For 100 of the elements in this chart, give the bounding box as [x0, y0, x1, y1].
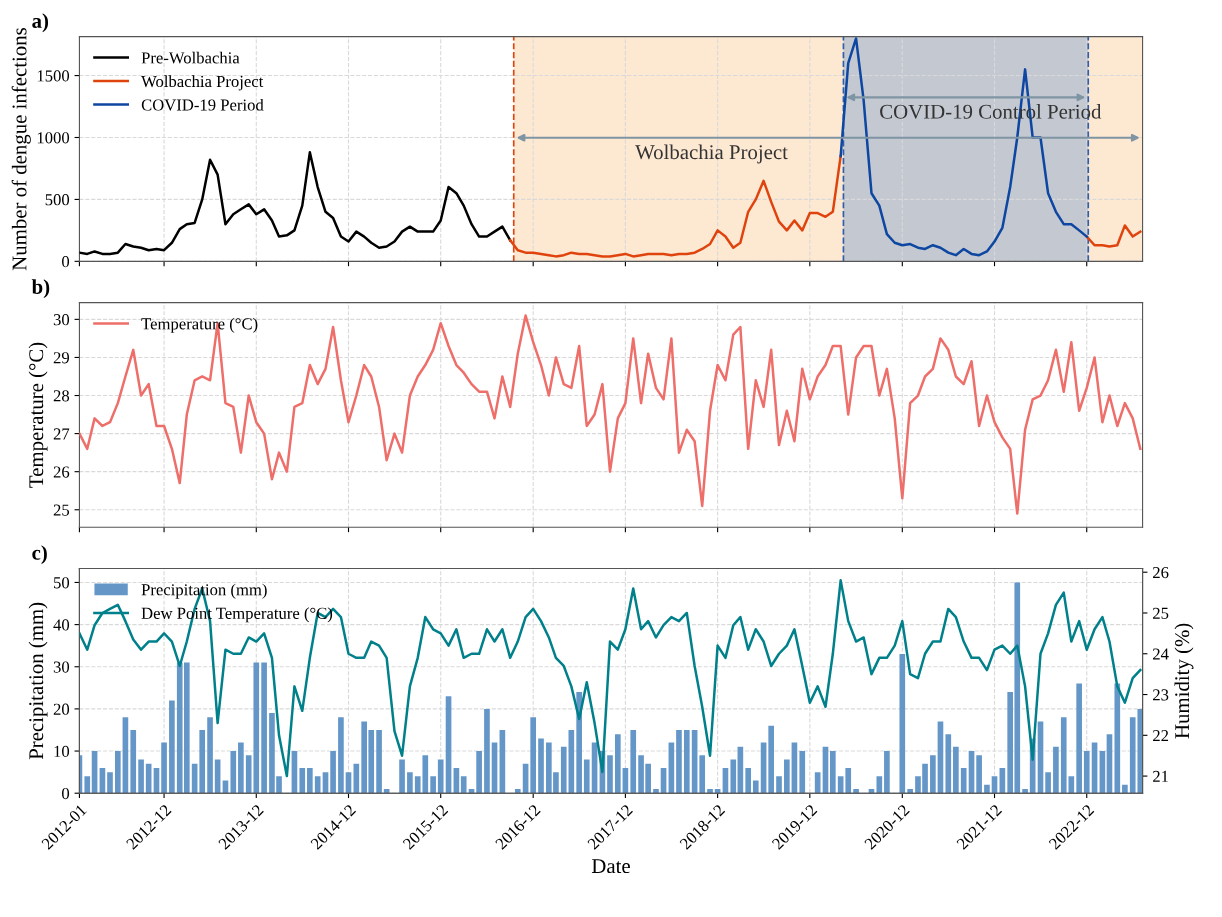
y2-tick-label: 22: [1153, 730, 1169, 742]
y-tick-label: 29: [53, 352, 70, 364]
bar: [1076, 683, 1082, 794]
y2-tick-label: 23: [1153, 689, 1169, 701]
bar: [138, 759, 144, 794]
bar: [338, 717, 344, 794]
bar: [169, 700, 175, 794]
bar: [845, 767, 852, 794]
y-tick-label: 25: [53, 504, 70, 516]
bar: [476, 751, 482, 794]
chart-title: a): [32, 13, 49, 33]
bar: [307, 767, 313, 794]
bar: [583, 759, 590, 794]
y-tick-label: 10: [54, 745, 70, 757]
y2-tick-label: 21: [1153, 770, 1168, 782]
legend-label: Wolbachia Project: [141, 75, 264, 91]
chart-title: b): [31, 279, 50, 299]
y-tick-label: 20: [53, 703, 70, 715]
bar: [784, 759, 790, 794]
bar: [437, 759, 444, 794]
bar: [1045, 772, 1051, 794]
bar: [799, 751, 806, 794]
y-tick-label: 50: [54, 577, 70, 589]
y-tick-label: 1500: [37, 70, 70, 82]
bar: [614, 734, 621, 794]
bar: [653, 788, 659, 794]
y-tick-label: 1000: [37, 132, 70, 144]
bar: [399, 759, 405, 794]
bar: [1053, 746, 1059, 794]
y-axis-title: Precipitation (mm): [28, 602, 48, 760]
bar: [876, 776, 883, 794]
bar: [376, 729, 382, 794]
bar: [630, 729, 637, 794]
bar: [899, 654, 906, 794]
bar: [976, 755, 982, 794]
y-tick-label: 0: [62, 256, 70, 268]
bar: [530, 717, 537, 794]
bar: [230, 751, 237, 794]
y-tick-label: 26: [53, 466, 70, 478]
legend-label: Pre-Wolbachia: [141, 51, 240, 64]
bar: [683, 729, 690, 794]
bar: [853, 788, 859, 794]
bar: [1022, 788, 1028, 794]
bar: [752, 780, 759, 794]
bar: [707, 788, 713, 794]
line-series: [79, 314, 1142, 515]
bar: [1122, 784, 1128, 794]
bar: [330, 751, 336, 794]
bar: [130, 729, 137, 794]
bar: [115, 751, 121, 794]
bar: [607, 755, 613, 794]
bar: [884, 751, 890, 794]
bar: [484, 708, 490, 794]
bar: [460, 776, 467, 794]
x-axis-title: Date: [591, 859, 630, 874]
bar: [299, 767, 306, 794]
bar: [207, 717, 213, 794]
bar: [930, 755, 936, 794]
bar: [776, 776, 782, 794]
y-axis-title: Number of dengue infections: [11, 27, 31, 271]
y-tick-label: 0: [62, 787, 70, 800]
bar: [953, 746, 959, 794]
bar: [945, 734, 952, 794]
bar: [699, 755, 706, 794]
y2-tick-label: 26: [1153, 566, 1169, 579]
band-label: Wolbachia Project: [635, 144, 788, 164]
bar: [560, 746, 567, 794]
bar: [314, 776, 321, 794]
bar: [960, 767, 967, 794]
bar: [907, 788, 913, 794]
bar: [1114, 683, 1121, 794]
bar: [984, 784, 990, 794]
bar: [538, 738, 544, 794]
chart-title: c): [32, 545, 47, 565]
y-axis-title: Temperature (°C): [28, 342, 48, 488]
bar: [768, 725, 775, 794]
bar: [84, 776, 91, 794]
line-series: [79, 151, 512, 256]
bar: [199, 729, 206, 794]
bar: [730, 759, 737, 794]
bar: [107, 772, 113, 794]
y-tick-label: 30: [53, 314, 70, 326]
bar: [407, 772, 413, 794]
line-series: [79, 579, 1142, 778]
legend-label: COVID-19 Period: [141, 98, 264, 111]
y-tick-label: 30: [53, 661, 70, 673]
y-tick-label: 40: [53, 619, 70, 631]
bar: [745, 767, 752, 794]
y-tick-label: 27: [53, 428, 70, 440]
bar: [1083, 751, 1090, 794]
y-tick-label: 500: [45, 194, 70, 206]
bar: [829, 751, 836, 794]
y2-tick-label: 24: [1153, 648, 1169, 660]
bar: [430, 776, 436, 794]
bar: [261, 662, 267, 794]
y2-axis-title: Humidity (%): [1174, 623, 1194, 739]
bar: [514, 788, 521, 794]
bar: [676, 729, 682, 794]
bar: [161, 742, 167, 794]
y2-tick-label: 25: [1153, 607, 1169, 619]
